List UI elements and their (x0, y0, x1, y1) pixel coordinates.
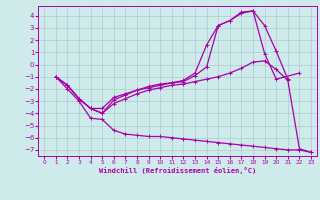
X-axis label: Windchill (Refroidissement éolien,°C): Windchill (Refroidissement éolien,°C) (99, 167, 256, 174)
